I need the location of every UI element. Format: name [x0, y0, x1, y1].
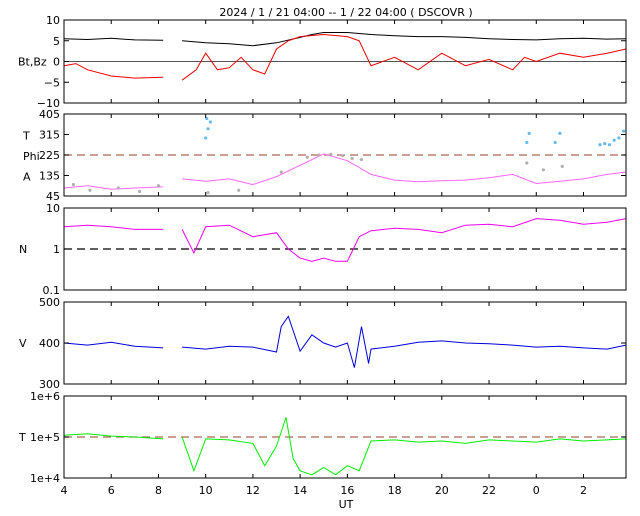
- chart-title: 2024 / 1 / 21 04:00 -- 1 / 22 04:00 ( DS…: [219, 6, 472, 19]
- panel-temperature-ylabel: T: [18, 431, 26, 444]
- panel-plasma-angle-ytick-label-4: 45: [46, 190, 60, 203]
- panel-plasma-angle-point-1-14: [525, 161, 529, 165]
- panel-plasma-angle-point-2-0: [204, 136, 208, 140]
- panel-mag-series-bz: [63, 33, 627, 81]
- panel-plasma-angle-point-1-6: [237, 188, 241, 192]
- panel-plasma-angle-point-1-3: [137, 189, 142, 194]
- panel-speed-ylabel: V: [19, 337, 27, 350]
- panel-plasma-angle-point-1-8: [305, 155, 309, 159]
- x-tick-label-8: 20: [435, 484, 449, 497]
- panels: 10 5 0 −5 −10 Bt,Bz 405 315 225 135 45 T Phi A 10 1 0.1 N…: [18, 14, 627, 485]
- panel-temperature: 1e+6 1e+5 1e+4 T: [18, 390, 627, 485]
- panel-plasma-angle-point-2-2: [208, 120, 213, 124]
- panel-plasma-angle-point-2-13: [622, 129, 626, 133]
- panel-plasma-angle-point-1-1: [88, 188, 92, 192]
- panel-density-ytick-label-1: 1: [53, 243, 60, 256]
- panel-plasma-angle-point-1-9: [317, 153, 321, 157]
- panel-plasma-angle-ytick-label-0: 405: [39, 108, 60, 121]
- panel-mag: 10 5 0 −5 −10 Bt,Bz: [18, 14, 627, 110]
- x-tick-label-1: 6: [108, 484, 115, 497]
- panel-mag-ytick-label-0: 10: [46, 14, 60, 27]
- panel-speed-series-v: [63, 315, 627, 368]
- panel-plasma-angle-point-1-2: [116, 186, 120, 190]
- panel-plasma-angle-ylabel-2: A: [23, 171, 31, 184]
- panel-mag-ylabel: Bt,Bz: [18, 56, 47, 69]
- x-tick-label-2: 8: [155, 484, 162, 497]
- panel-plasma-angle-point-1-7: [279, 170, 283, 174]
- panel-plasma-angle-ylabel-1: Phi: [23, 150, 40, 163]
- panel-plasma-angle-point-1-0: [71, 183, 76, 187]
- panel-density: 10 1 0.1 N: [19, 202, 627, 297]
- panel-plasma-angle-point-1-16: [560, 164, 564, 168]
- panel-plasma-angle-point-1-5: [206, 190, 210, 195]
- panel-density-ytick-label-0: 10: [46, 202, 60, 215]
- x-tick-label-7: 18: [388, 484, 402, 497]
- x-tick-label-4: 12: [246, 484, 260, 497]
- panel-density-ylabel: N: [19, 243, 27, 256]
- panel-plasma-angle-ylabel-0: T: [22, 130, 30, 143]
- panel-temperature-ytick-label-0: 1e+6: [30, 390, 60, 403]
- panel-mag-ytick-label-1: 5: [53, 35, 60, 48]
- panel-speed-ytick-label-0: 500: [39, 296, 60, 309]
- panel-plasma-angle-point-2-8: [598, 143, 602, 147]
- panel-temperature-series-t: [63, 417, 627, 476]
- panel-plasma-angle: 405 315 225 135 45 T Phi A: [22, 108, 627, 203]
- panel-plasma-angle-point-1-11: [341, 154, 345, 158]
- panel-density-ytick-label-2: 0.1: [43, 284, 61, 297]
- panel-plasma-angle-series-phi: [63, 153, 627, 190]
- panel-plasma-angle-point-1-10: [329, 152, 333, 156]
- panel-temperature-ytick-label-1: 1e+5: [30, 431, 60, 444]
- panel-plasma-angle-point-2-7: [558, 131, 562, 135]
- x-tick-label-6: 16: [340, 484, 354, 497]
- panel-plasma-angle-point-2-9: [603, 142, 607, 146]
- panel-mag-ytick-label-2: 0: [53, 56, 60, 69]
- panel-mag-series-bt: [63, 32, 627, 47]
- panel-plasma-angle-ytick-label-1: 315: [39, 129, 60, 142]
- panel-density-series-n: [63, 218, 627, 262]
- x-tick-label-10: 0: [533, 484, 540, 497]
- panel-plasma-angle-point-2-10: [607, 143, 612, 147]
- x-tick-label-3: 10: [199, 484, 213, 497]
- panel-temperature-ytick-label-2: 1e+4: [30, 472, 60, 485]
- panel-plasma-angle-point-2-5: [527, 131, 531, 135]
- panel-plasma-angle-point-1-12: [350, 156, 354, 161]
- panel-plasma-angle-point-2-1: [206, 127, 210, 131]
- panel-mag-ytick-label-3: −5: [44, 76, 60, 89]
- x-tick-label-9: 22: [482, 484, 496, 497]
- panel-plasma-angle-point-2-11: [612, 138, 616, 142]
- panel-speed: 500 400 300 V: [19, 296, 627, 391]
- panel-plasma-angle-point-2-12: [617, 136, 621, 140]
- panel-plasma-angle-point-2-6: [553, 140, 557, 145]
- x-tick-label-0: 4: [61, 484, 68, 497]
- panel-speed-ytick-label-1: 400: [39, 337, 60, 350]
- panel-plasma-angle-ytick-label-2: 225: [39, 149, 60, 162]
- panel-speed-frame: [63, 301, 627, 385]
- x-axis: 4 6 8 10 12 14 16 18 20 22 0 2: [61, 484, 587, 497]
- x-tick-label-5: 14: [293, 484, 307, 497]
- panel-plasma-angle-point-1-13: [359, 157, 364, 162]
- panel-plasma-angle-point-1-15: [541, 168, 545, 172]
- panel-plasma-angle-ytick-label-3: 135: [39, 170, 60, 183]
- panel-speed-ytick-label-2: 300: [39, 378, 60, 391]
- x-tick-label-11: 2: [580, 484, 587, 497]
- panel-plasma-angle-point-1-4: [156, 184, 161, 188]
- x-axis-label: UT: [339, 498, 354, 511]
- panel-mag-ytick-label-4: −10: [37, 97, 60, 110]
- panel-plasma-angle-point-2-4: [525, 140, 529, 145]
